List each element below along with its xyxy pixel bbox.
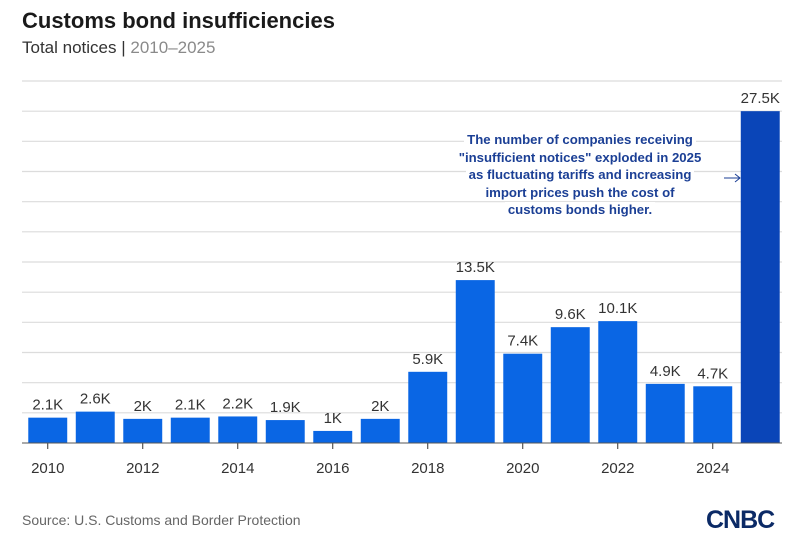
x-tick-label-2022: 2022 [601, 460, 634, 477]
data-label-2021: 9.6K [555, 306, 586, 323]
cnbc-logo: CNBC [706, 506, 775, 534]
bar-2015 [265, 420, 305, 443]
bar-2023 [645, 383, 685, 443]
x-tick-label-2024: 2024 [696, 460, 729, 477]
data-label-2010: 2.1K [32, 397, 63, 414]
x-tick-label-2018: 2018 [411, 460, 444, 477]
source-note: Source: U.S. Customs and Border Protecti… [22, 512, 301, 528]
data-label-2019: 13.5K [456, 259, 495, 276]
subtitle-main: Total notices | [22, 38, 126, 57]
bar-2010 [28, 417, 68, 443]
bar-2013 [170, 417, 210, 443]
data-label-2020: 7.4K [507, 333, 538, 350]
bar-2016 [313, 430, 353, 443]
chart-subtitle: Total notices | 2010–2025 [22, 38, 215, 58]
annotation-text: The number of companies receiving "insuff… [430, 131, 730, 219]
bar-2020 [503, 353, 543, 443]
data-label-2022: 10.1K [598, 300, 637, 317]
bar-2017 [360, 418, 400, 443]
x-tick-label-2014: 2014 [221, 460, 254, 477]
bar-2014 [218, 416, 258, 443]
bar-2019 [455, 280, 495, 443]
bar-2018 [408, 371, 448, 443]
x-tick-label-2010: 2010 [31, 460, 64, 477]
x-tick-label-2012: 2012 [126, 460, 159, 477]
annotation-line: The number of companies receiving [464, 132, 696, 147]
bar-2021 [550, 327, 590, 443]
x-tick-label-2020: 2020 [506, 460, 539, 477]
data-label-2015: 1.9K [270, 399, 301, 416]
bar-2011 [75, 411, 115, 443]
bar-2025 [740, 111, 780, 444]
data-label-2025: 27.5K [741, 90, 780, 107]
bar-2024 [693, 386, 733, 443]
chart-title: Customs bond insufficiencies [22, 8, 335, 33]
data-label-2024: 4.7K [697, 365, 728, 382]
bar-2012 [123, 418, 163, 443]
data-label-2014: 2.2K [222, 395, 253, 412]
annotation-line: customs bonds higher. [504, 202, 656, 218]
data-label-2016: 1K [324, 410, 342, 427]
data-label-2013: 2.1K [175, 397, 206, 414]
annotation-line: import prices push the cost of [482, 184, 678, 200]
data-label-2012: 2K [134, 398, 152, 415]
bar-2022 [598, 321, 638, 443]
x-tick-label-2016: 2016 [316, 460, 349, 477]
data-label-2018: 5.9K [412, 351, 443, 368]
annotation-line: as fluctuating tariffs and increasing [465, 167, 695, 183]
annotation-line: "insufficient notices" exploded in 2025 [455, 149, 705, 165]
data-label-2023: 4.9K [650, 363, 681, 380]
data-label-2011: 2.6K [80, 391, 111, 408]
subtitle-range: 2010–2025 [130, 38, 216, 57]
annotation-arrowhead [734, 173, 741, 183]
data-label-2017: 2K [371, 398, 389, 415]
